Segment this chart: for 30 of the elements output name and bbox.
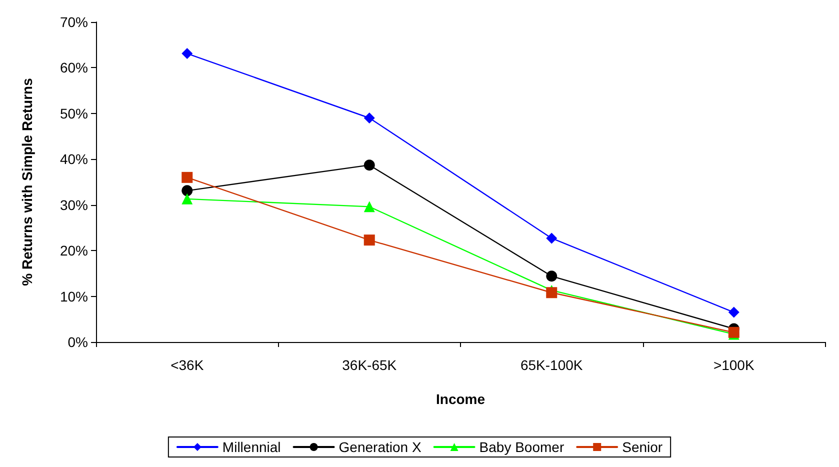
point xyxy=(546,232,558,244)
y-tick-label: 40% xyxy=(60,151,88,168)
point xyxy=(364,234,375,246)
x-tick-label: 65K-100K xyxy=(520,357,584,373)
x-tick-label: >100K xyxy=(713,357,755,373)
y-tick-label: 0% xyxy=(68,334,88,350)
y-tick-label: 70% xyxy=(60,14,88,30)
point xyxy=(182,172,193,183)
y-tick-label: 50% xyxy=(60,105,88,122)
y-tick-label: 20% xyxy=(60,242,88,259)
legend-label: Millennial xyxy=(222,439,281,455)
point xyxy=(546,270,558,282)
legend-label: Senior xyxy=(622,439,663,455)
legend-label: Baby Boomer xyxy=(479,439,564,455)
point xyxy=(364,112,375,124)
point xyxy=(546,287,558,298)
point xyxy=(182,193,193,204)
point xyxy=(364,201,375,212)
x-axis-title: Income xyxy=(436,391,486,407)
y-tick-label: 30% xyxy=(60,196,88,213)
legend-label: Generation X xyxy=(338,439,422,455)
point xyxy=(182,48,193,60)
point xyxy=(728,306,740,318)
x-tick-label: 36K-65K xyxy=(342,357,398,373)
point xyxy=(182,185,193,196)
y-axis-title: % Returns with Simple Returns xyxy=(19,78,35,286)
point xyxy=(364,160,375,171)
x-tick-label: <36K xyxy=(170,357,204,373)
y-tick-label: 60% xyxy=(60,60,88,76)
y-tick-label: 10% xyxy=(60,288,88,304)
